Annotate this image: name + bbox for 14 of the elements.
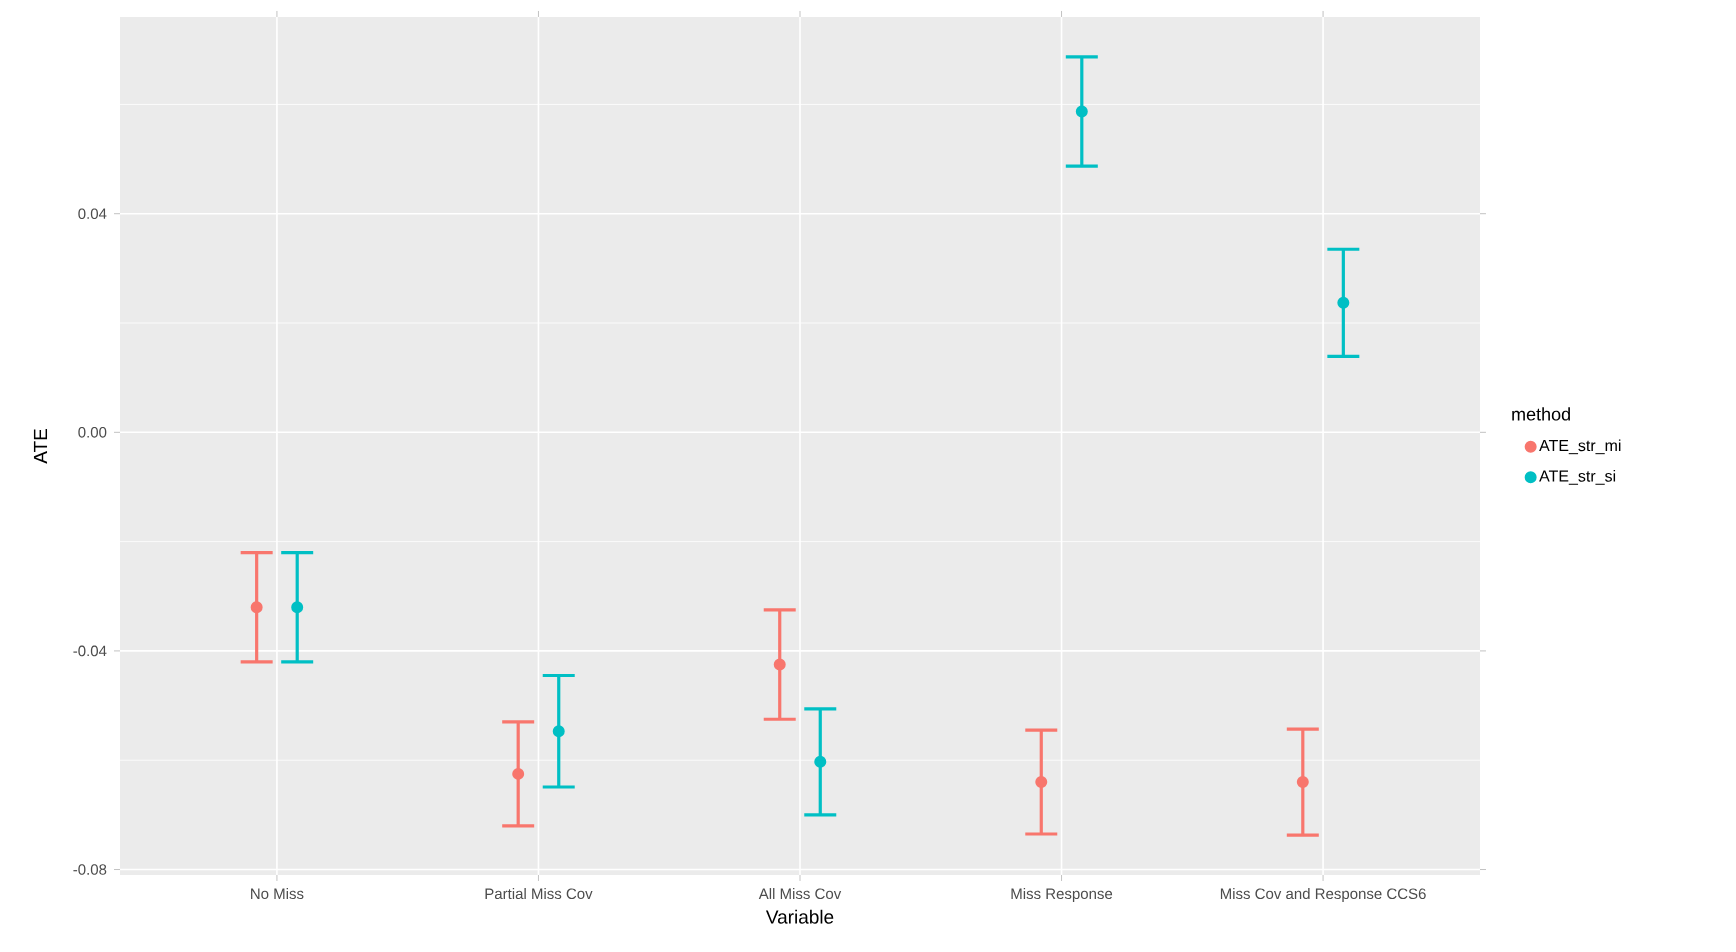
legend-title: method xyxy=(1512,407,1570,421)
legend-label: ATE_str_mi xyxy=(1539,439,1621,455)
y-tick-label: 0.04 xyxy=(78,208,107,220)
legend-label: ATE_str_si xyxy=(1539,469,1616,485)
y-tick-label: -0.04 xyxy=(73,645,107,657)
x-tick-label: Miss Response xyxy=(1011,888,1113,903)
x-tick-label: No Miss xyxy=(251,888,304,900)
y-axis-title: ATE xyxy=(33,429,48,464)
x-axis-title: Variable xyxy=(765,909,834,924)
x-tick-label: Partial Miss Cov xyxy=(485,888,593,900)
y-tick-label: 0.00 xyxy=(78,427,107,438)
y-tick-label: -0.08 xyxy=(73,864,107,875)
x-tick-label: Miss Cov and Response CCS6 xyxy=(1220,888,1426,903)
x-tick-label: All Miss Cov xyxy=(758,888,842,900)
